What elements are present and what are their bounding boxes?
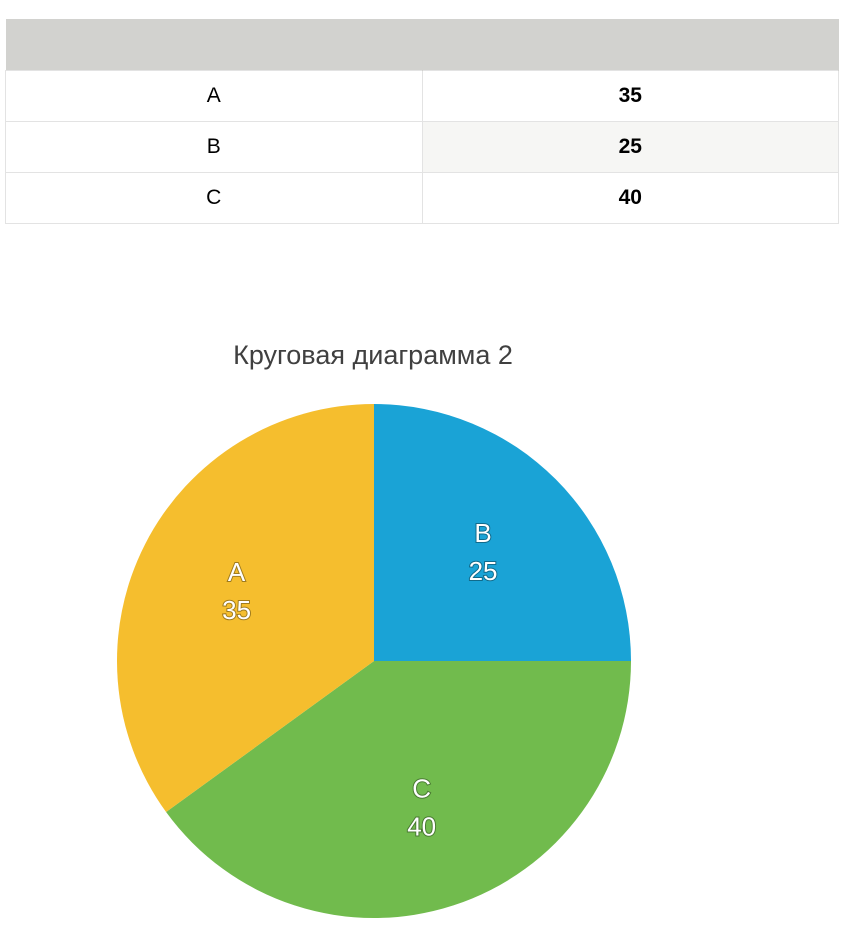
slice-label-category: C	[412, 774, 431, 804]
slice-label-value: 25	[469, 556, 498, 586]
table-header-row	[5, 19, 839, 71]
table-cell-category[interactable]: B	[5, 121, 423, 173]
slice-label-value: 40	[407, 812, 436, 842]
pie-slice-c[interactable]	[166, 661, 631, 919]
table-row: C 40	[5, 172, 839, 224]
table-cell-value[interactable]: 35	[421, 70, 839, 122]
table-cell-value[interactable]: 25	[421, 121, 839, 173]
table-row: A 35	[5, 70, 839, 122]
pie-slice-b[interactable]	[374, 404, 631, 661]
chart-title: Круговая диаграмма 2	[233, 340, 513, 370]
slice-label-category: B	[474, 518, 491, 548]
header-cell-category	[5, 19, 423, 71]
table-row: B 25	[5, 121, 839, 173]
pie-slice-a[interactable]	[116, 404, 374, 813]
slice-label-value: 35	[222, 595, 251, 625]
slice-label-category: A	[228, 557, 246, 587]
header-cell-value	[422, 19, 839, 71]
table-cell-value[interactable]: 40	[421, 172, 839, 224]
data-table: A 35 B 25 C 40	[5, 19, 839, 224]
table-cell-category[interactable]: C	[5, 172, 423, 224]
